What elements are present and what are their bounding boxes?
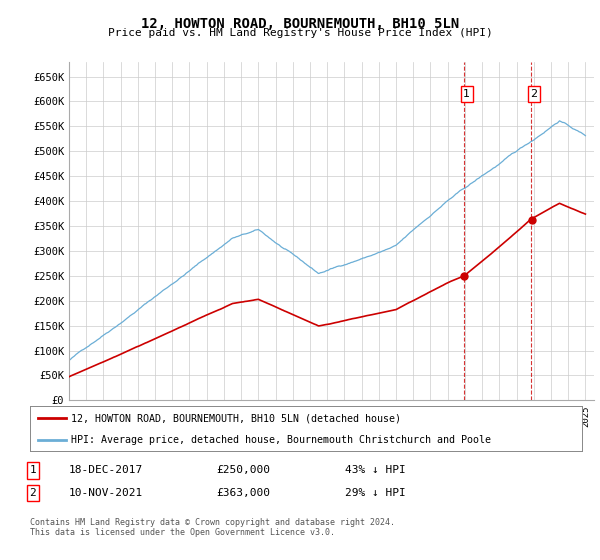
Text: 29% ↓ HPI: 29% ↓ HPI xyxy=(345,488,406,498)
Text: 2: 2 xyxy=(530,89,538,99)
Text: £363,000: £363,000 xyxy=(216,488,270,498)
Text: 43% ↓ HPI: 43% ↓ HPI xyxy=(345,465,406,475)
Text: 10-NOV-2021: 10-NOV-2021 xyxy=(69,488,143,498)
Text: 12, HOWTON ROAD, BOURNEMOUTH, BH10 5LN (detached house): 12, HOWTON ROAD, BOURNEMOUTH, BH10 5LN (… xyxy=(71,413,401,423)
Text: Contains HM Land Registry data © Crown copyright and database right 2024.
This d: Contains HM Land Registry data © Crown c… xyxy=(30,518,395,538)
Text: HPI: Average price, detached house, Bournemouth Christchurch and Poole: HPI: Average price, detached house, Bour… xyxy=(71,435,491,445)
Text: 1: 1 xyxy=(29,465,37,475)
Text: 2: 2 xyxy=(29,488,37,498)
Text: Price paid vs. HM Land Registry's House Price Index (HPI): Price paid vs. HM Land Registry's House … xyxy=(107,28,493,38)
Text: 12, HOWTON ROAD, BOURNEMOUTH, BH10 5LN: 12, HOWTON ROAD, BOURNEMOUTH, BH10 5LN xyxy=(141,17,459,31)
Text: 1: 1 xyxy=(463,89,470,99)
Text: £250,000: £250,000 xyxy=(216,465,270,475)
Text: 18-DEC-2017: 18-DEC-2017 xyxy=(69,465,143,475)
